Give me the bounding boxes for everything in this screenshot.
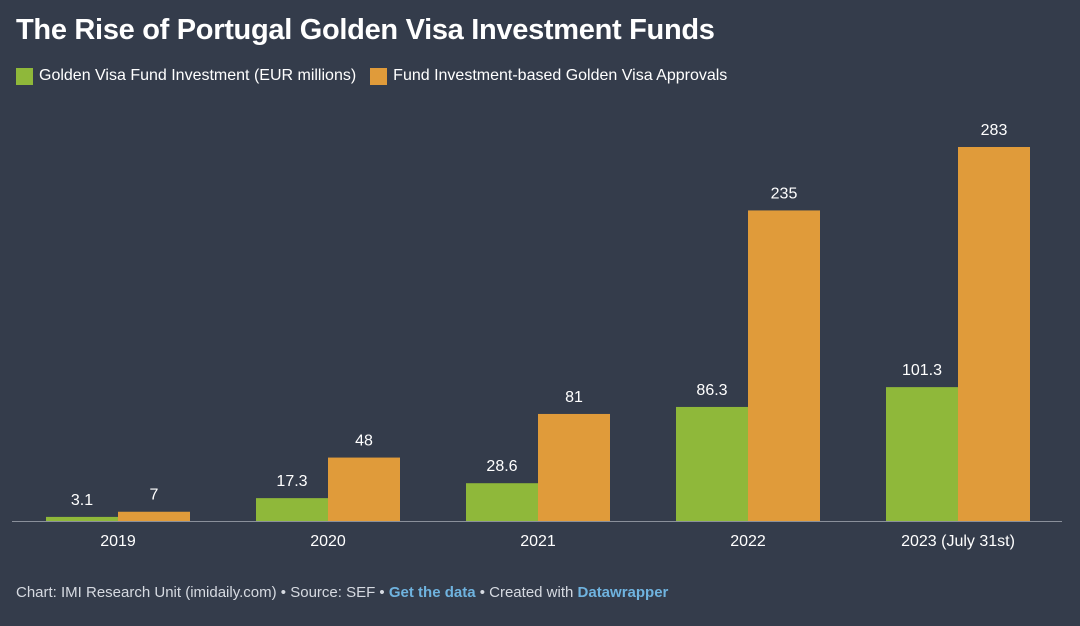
x-tick-label-2019: 2019 (100, 533, 136, 550)
bar-approvals-2023-july-31st (958, 147, 1030, 521)
data-label-investment-2023-july-31st: 101.3 (902, 362, 942, 379)
bar-investment-2022 (676, 406, 748, 521)
legend-label-investment: Golden Visa Fund Investment (EUR million… (39, 67, 357, 84)
footer-separator: • (475, 584, 490, 601)
x-tick-label-2020: 2020 (310, 533, 346, 550)
bar-approvals-2020 (328, 457, 400, 521)
x-tick-label-2022: 2022 (730, 533, 766, 550)
bar-approvals-2019 (118, 511, 190, 521)
data-label-investment-2022: 86.3 (696, 382, 727, 399)
legend: Golden Visa Fund Investment (EUR million… (16, 67, 727, 85)
bar-investment-2021 (466, 483, 538, 521)
footer: Chart: IMI Research Unit (imidaily.com) … (16, 584, 668, 601)
data-label-approvals-2021: 81 (565, 389, 583, 406)
bar-investment-2019 (46, 516, 118, 521)
footer-source: Source: SEF (290, 584, 376, 601)
legend-swatch-approvals (370, 67, 388, 85)
footer-separator: • (276, 584, 291, 601)
bar-approvals-2022 (748, 210, 820, 521)
legend-item-approvals: Fund Investment-based Golden Visa Approv… (370, 67, 727, 85)
x-tick-label-2023-july-31st: 2023 (July 31st) (901, 533, 1015, 550)
chart-title: The Rise of Portugal Golden Visa Investm… (16, 14, 715, 46)
data-label-investment-2019: 3.1 (71, 492, 93, 509)
data-label-approvals-2020: 48 (355, 433, 373, 450)
legend-swatch-investment (16, 67, 33, 85)
legend-item-investment: Golden Visa Fund Investment (EUR million… (16, 67, 356, 85)
datawrapper-link[interactable]: Datawrapper (577, 584, 669, 601)
data-label-investment-2021: 28.6 (486, 458, 517, 475)
bar-investment-2020 (256, 498, 328, 521)
footer-separator: • (375, 584, 389, 601)
footer-created-with: Created with (489, 584, 578, 601)
data-label-approvals-2023-july-31st: 283 (981, 122, 1008, 139)
get-the-data-link[interactable]: Get the data (388, 584, 476, 601)
bar-approvals-2021 (538, 413, 610, 521)
footer-chart-credit: Chart: IMI Research Unit (imidaily.com) (16, 584, 277, 601)
x-tick-label-2021: 2021 (520, 533, 556, 550)
data-label-investment-2020: 17.3 (276, 473, 307, 490)
data-label-approvals-2019: 7 (150, 487, 159, 504)
bar-investment-2023-july-31st (886, 387, 958, 521)
data-label-approvals-2022: 235 (771, 185, 798, 202)
legend-label-approvals: Fund Investment-based Golden Visa Approv… (393, 67, 728, 84)
